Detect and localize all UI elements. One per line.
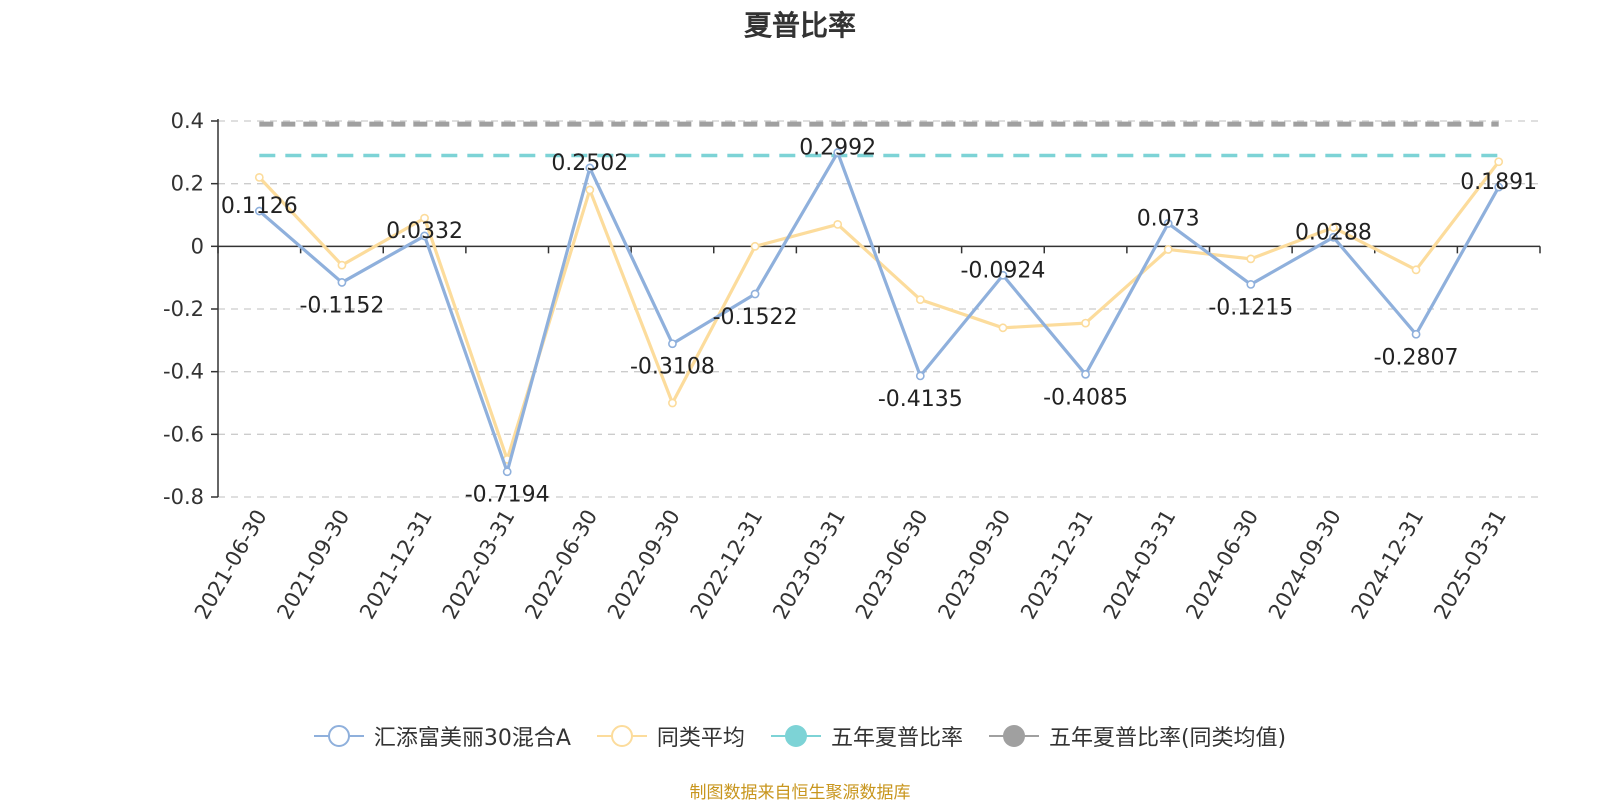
peer-average-series-line (258, 160, 1500, 461)
fund-data-label: 0.1891 (1460, 170, 1537, 195)
peer-average-data-point (337, 260, 347, 270)
chart-title: 夏普比率 (743, 9, 856, 42)
fund-data-point (915, 371, 925, 381)
peer-average-data-point (1494, 157, 1504, 167)
peer-average-data-point (915, 295, 925, 304)
fund-data-label: 0.0332 (386, 219, 463, 244)
legend-swatch-peer-average-icon (596, 725, 647, 747)
gridlines (218, 120, 1540, 498)
x-tick-label: 2021-06-30 (190, 506, 272, 624)
x-tick-label: 2022-12-31 (686, 506, 768, 624)
peer-average-data-point (1246, 254, 1256, 264)
x-tick-label: 2021-09-30 (272, 506, 354, 624)
legend-item-five-year-sharpe-peer[interactable]: 五年夏普比率(同类均值) (988, 720, 1287, 752)
fund-data-label: -0.2807 (1374, 345, 1459, 370)
y-tick-label: -0.6 (163, 422, 204, 446)
fund-series-line (258, 150, 1501, 474)
peer-average-data-point (668, 398, 677, 408)
y-tick-label: 0.2 (171, 172, 204, 196)
fund-data-label: -0.4135 (878, 387, 963, 412)
fund-data-label: 0.0288 (1295, 220, 1372, 245)
legend-label-peer-average: 同类平均 (656, 726, 745, 751)
fund-data-point (998, 270, 1008, 280)
fund-data-point (750, 289, 760, 299)
fund-data-label: 0.1126 (221, 194, 298, 219)
fund-data-point (585, 163, 595, 173)
fund-data-label: -0.1152 (299, 293, 384, 318)
fund-data-label: 0.073 (1137, 206, 1200, 231)
fund-data-point (1163, 219, 1173, 228)
peer-average-data-point (1163, 245, 1173, 254)
peer-average-data-point (998, 323, 1008, 333)
fund-data-label: 0.2502 (551, 151, 628, 176)
peer-average-data-point (585, 185, 595, 195)
peer-average-data-point (1081, 318, 1090, 328)
fund-data-label: -0.1522 (713, 305, 798, 330)
legend-item-fund[interactable]: 汇添富美丽30混合A (313, 720, 571, 752)
peer-average-data-point (1329, 223, 1338, 232)
fund-data-label: -0.3108 (630, 355, 715, 380)
legend-item-peer-average[interactable]: 同类平均 (596, 720, 745, 752)
peer-average-data-point (1411, 265, 1421, 275)
x-tick-label: 2023-06-30 (851, 506, 933, 624)
y-tick-label: 0.4 (171, 109, 204, 133)
data-labels: 0.1126 -0.1152 0.0332 -0.7194 0.2502 -0.3108 -… (221, 136, 1537, 508)
x-tick-label: 2022-03-31 (438, 506, 520, 624)
y-tick-label: -0.8 (163, 485, 204, 509)
peer-average-data-point (420, 213, 429, 223)
x-tick-label: 2022-09-30 (603, 506, 685, 624)
peer-average-data-point (833, 219, 843, 229)
x-tick-label: 2021-12-31 (355, 506, 437, 624)
fund-data-point (502, 467, 512, 477)
series-lines (254, 148, 1504, 477)
fund-data-point (1411, 329, 1421, 339)
fund-data-point (254, 206, 264, 216)
legend-label-fund: 汇添富美丽30混合A (373, 726, 571, 751)
x-tick-label: 2024-12-31 (1347, 506, 1429, 624)
peer-average-data-point (254, 172, 264, 182)
fund-data-label: -0.4085 (1043, 385, 1128, 410)
fund-data-point (1494, 182, 1504, 192)
legend-swatch-five-year-sharpe-peer-icon (988, 725, 1039, 747)
fund-data-label: -0.7194 (465, 483, 550, 508)
fund-data-point (420, 231, 429, 241)
x-tick-label: 2024-09-30 (1264, 506, 1346, 624)
legend-item-five-year-sharpe[interactable]: 五年夏普比率 (770, 720, 963, 752)
fund-data-point (1246, 280, 1256, 289)
x-tick-label: 2023-09-30 (933, 506, 1015, 624)
fund-data-point (833, 148, 843, 157)
x-tick-label: 2023-12-31 (1016, 506, 1098, 624)
source-note: 制图数据来自恒生聚源数据库 (689, 783, 911, 803)
fund-data-point (668, 339, 677, 349)
y-tick-label: -0.4 (163, 360, 204, 384)
fund-data-label: 0.2992 (799, 136, 876, 161)
x-tick-label: 2022-06-30 (520, 506, 602, 624)
legend-swatch-fund-icon (313, 725, 364, 747)
x-tick-label: 2024-03-31 (1099, 506, 1181, 624)
legend: 汇添富美丽30混合A 同类平均 五年夏普比率 五年夏普比率(同类均值) (0, 720, 1600, 752)
fund-data-point (1329, 232, 1338, 242)
reference-lines (259, 121, 1499, 158)
legend-label-five-year-sharpe-peer: 五年夏普比率(同类均值) (1048, 726, 1287, 751)
legend-swatch-five-year-sharpe-icon (770, 725, 821, 747)
fund-data-label: -0.1215 (1208, 295, 1293, 320)
y-tick-label: -0.2 (163, 297, 204, 321)
x-tick-label: 2025-03-31 (1429, 506, 1511, 624)
x-tick-label: 2023-03-31 (768, 506, 850, 624)
fund-data-label: -0.0924 (960, 258, 1045, 283)
fund-data-point (337, 278, 347, 287)
fund-data-point (1081, 369, 1090, 379)
x-tick-label: 2024-06-30 (1181, 506, 1263, 624)
legend-label-five-year-sharpe: 五年夏普比率 (830, 726, 963, 751)
y-tick-label: 0 (191, 234, 204, 258)
peer-average-data-point (750, 241, 760, 251)
